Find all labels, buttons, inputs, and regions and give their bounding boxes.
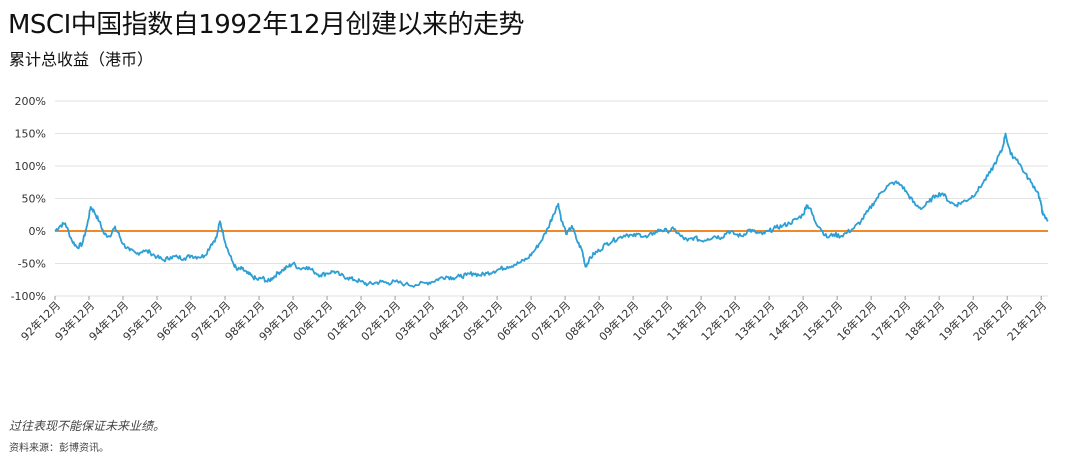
y-tick-label: 0% — [29, 225, 46, 238]
y-axis: -100% -50% 0% 50% 100% 150% 200% — [11, 95, 46, 303]
y-tick-label: 150% — [15, 128, 46, 141]
line-chart: -100% -50% 0% 50% 100% 150% 200% 92年12月93年12月9… — [11, 95, 1050, 343]
y-tick-label: -100% — [11, 290, 46, 303]
disclaimer-footnote: 过往表现不能保证未来业绩。 — [9, 419, 166, 433]
chart-subtitle: 累计总收益（港币） — [9, 50, 154, 69]
msci-china-series-line — [54, 132, 1049, 288]
chart-grid — [55, 100, 1048, 297]
chart-title: MSCI中国指数自1992年12月创建以来的走势 — [8, 10, 525, 40]
y-tick-label: 200% — [15, 95, 46, 108]
x-axis: 92年12月93年12月94年12月95年12月96年12月97年12月98年1… — [18, 296, 1049, 343]
y-tick-label: 100% — [15, 160, 46, 173]
y-tick-label: 50% — [22, 193, 46, 206]
y-tick-label: -50% — [18, 258, 46, 271]
source-note: 资料来源：彭博资讯。 — [9, 443, 109, 454]
